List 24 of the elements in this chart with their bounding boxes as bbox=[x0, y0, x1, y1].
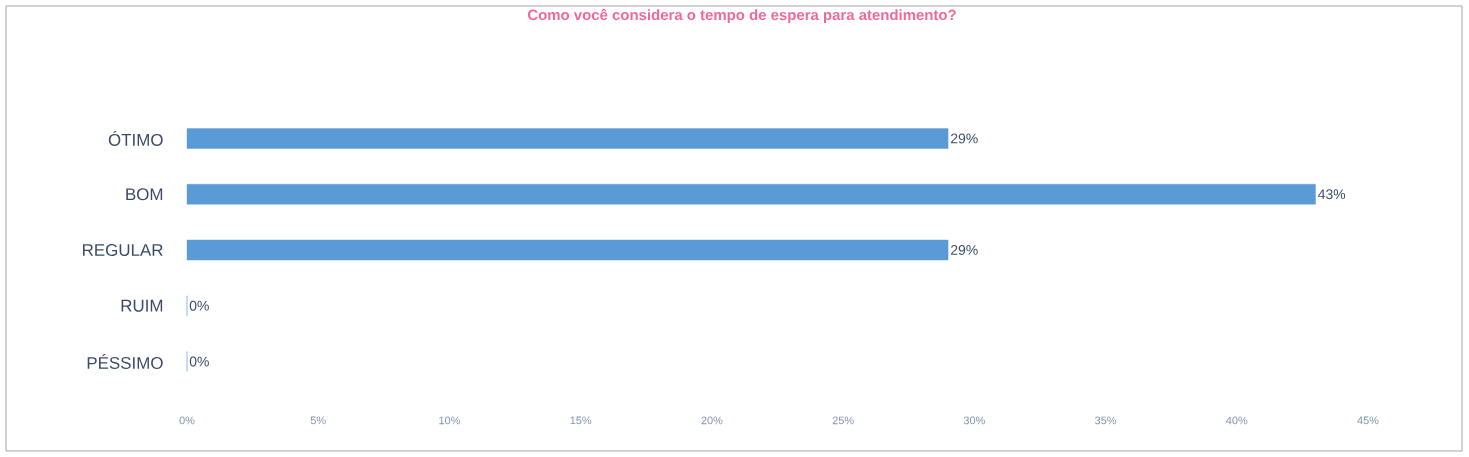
x-tick-label: 10% bbox=[439, 416, 461, 425]
y-tick-label: PÉSSIMO bbox=[87, 354, 163, 369]
data-label: 0% bbox=[189, 356, 209, 367]
chart-title: Como você considera o tempo de espera para atendimento? bbox=[527, 8, 956, 24]
x-tick-label: 30% bbox=[963, 416, 985, 425]
x-tick-label: 5% bbox=[310, 416, 326, 425]
bar bbox=[186, 128, 949, 149]
x-tick-label: 45% bbox=[1357, 416, 1379, 425]
x-tick-label: 35% bbox=[1095, 416, 1117, 425]
y-tick-label: BOM bbox=[126, 188, 163, 201]
y-tick-label: RUIM bbox=[121, 299, 163, 312]
y-tick-label: REGULAR bbox=[83, 243, 163, 256]
data-label: 29% bbox=[951, 245, 978, 255]
x-tick-label: 0% bbox=[179, 416, 195, 425]
x-tick-label: 15% bbox=[570, 416, 592, 425]
bar bbox=[186, 239, 949, 261]
data-label: 0% bbox=[189, 300, 209, 311]
y-tick-label: ÓTIMO bbox=[108, 131, 163, 146]
bar bbox=[186, 184, 1316, 205]
data-label: 29% bbox=[951, 133, 978, 144]
x-tick-label: 25% bbox=[832, 416, 854, 425]
data-label: 43% bbox=[1318, 189, 1346, 200]
x-tick-label: 40% bbox=[1226, 416, 1248, 425]
x-tick-label: 20% bbox=[701, 416, 723, 425]
